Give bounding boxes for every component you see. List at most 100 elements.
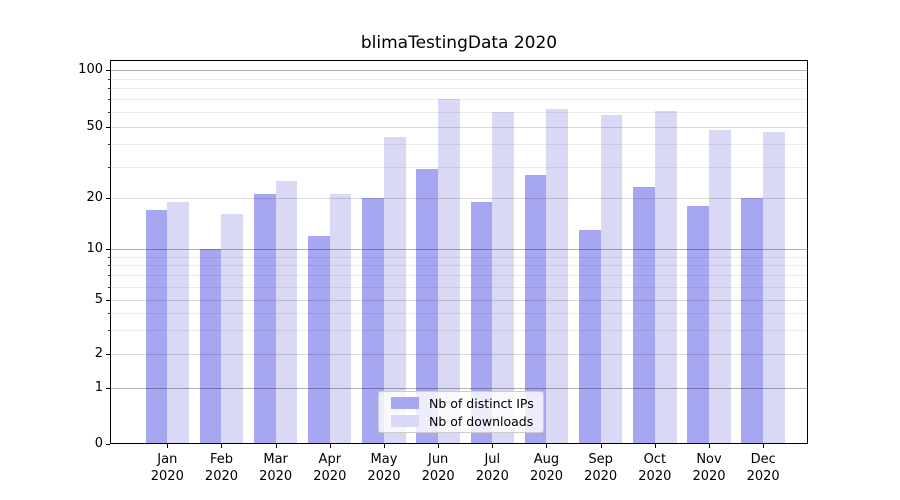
y-minor-tick-mark: [108, 313, 110, 314]
bar-downloads-mar: [275, 180, 298, 443]
x-tick-label: Oct 2020: [638, 452, 672, 484]
x-tick-label: Dec 2020: [746, 452, 780, 484]
legend-entry-downloads: Nb of downloads: [385, 414, 537, 429]
x-tick-mark: [221, 444, 223, 448]
grid-line: [111, 249, 807, 250]
bar-downloads-jan: [167, 201, 189, 443]
grid-line: [111, 286, 807, 288]
plot-area: Nb of distinct IPs Nb of downloads: [110, 60, 808, 444]
bar-distinct-ips-nov: [687, 205, 709, 443]
x-tick-label: Jan 2020: [150, 452, 184, 484]
bar-downloads-aug: [546, 109, 569, 443]
y-tick-mark: [106, 198, 110, 199]
bars-layer: [111, 61, 807, 443]
y-minor-tick-mark: [108, 257, 110, 258]
bar-distinct-ips-oct: [633, 187, 655, 443]
y-tick-label: 20: [86, 190, 103, 205]
x-tick-mark: [600, 444, 602, 448]
x-tick-mark: [492, 444, 494, 448]
grid-line: [111, 127, 807, 128]
x-tick-mark: [275, 444, 277, 448]
bar-distinct-ips-sep: [578, 229, 601, 443]
gridlines-layer: [111, 61, 807, 443]
x-tick-label: Jun 2020: [421, 452, 455, 484]
y-minor-tick-mark: [108, 79, 110, 80]
bar-distinct-ips-jun: [416, 169, 439, 443]
legend-swatch-distinct-ips: [391, 397, 419, 409]
bar-downloads-dec: [763, 131, 785, 443]
bar-distinct-ips-jan: [145, 209, 168, 443]
bar-downloads-jul: [492, 112, 514, 443]
y-minor-tick-mark: [108, 144, 110, 145]
grid-line: [111, 330, 807, 332]
grid-line: [111, 99, 807, 101]
y-tick-mark: [106, 354, 110, 355]
legend-entry-distinct-ips: Nb of distinct IPs: [385, 396, 537, 411]
x-tick-mark: [383, 444, 385, 448]
bar-distinct-ips-dec: [741, 198, 764, 443]
x-tick-mark: [167, 444, 169, 448]
x-tick-label: Mar 2020: [259, 452, 293, 484]
grid-line: [111, 88, 807, 90]
y-minor-tick-mark: [108, 99, 110, 100]
chart-title: blimaTestingData 2020: [360, 33, 558, 53]
grid-line: [111, 198, 807, 199]
y-tick-label: 10: [86, 241, 103, 256]
bar-downloads-oct: [654, 110, 677, 443]
grid-line: [111, 166, 807, 168]
legend: Nb of distinct IPs Nb of downloads: [378, 391, 544, 433]
legend-swatch-downloads: [391, 415, 419, 427]
y-tick-mark: [106, 444, 110, 445]
y-tick-label: 2: [94, 346, 103, 361]
x-tick-label: Jul 2020: [475, 452, 509, 484]
legend-label-distinct-ips: Nb of distinct IPs: [429, 395, 534, 411]
y-minor-tick-mark: [108, 167, 110, 168]
y-minor-tick-mark: [108, 287, 110, 288]
bar-downloads-feb: [221, 214, 244, 443]
x-tick-label: Aug 2020: [529, 452, 564, 484]
y-tick-label: 5: [94, 292, 103, 307]
grid-line: [111, 354, 807, 355]
x-tick-label: Apr 2020: [313, 452, 347, 484]
x-tick-mark: [546, 444, 548, 448]
bar-distinct-ips-may: [362, 198, 384, 443]
y-tick-mark: [106, 127, 110, 128]
grid-line: [111, 388, 807, 389]
x-tick-mark: [329, 444, 331, 448]
bar-downloads-nov: [709, 130, 731, 443]
grid-line: [111, 300, 807, 301]
x-tick-label: May 2020: [367, 452, 401, 484]
bar-distinct-ips-aug: [524, 174, 547, 443]
legend-label-downloads: Nb of downloads: [429, 413, 534, 429]
bar-downloads-jun: [438, 99, 460, 443]
y-tick-label: 50: [86, 119, 103, 134]
bar-distinct-ips-feb: [199, 249, 222, 443]
x-tick-mark: [654, 444, 656, 448]
grid-line: [111, 265, 807, 267]
x-tick-mark: [438, 444, 440, 448]
y-minor-tick-mark: [108, 330, 110, 331]
grid-line: [111, 112, 807, 113]
grid-line: [111, 313, 807, 315]
y-tick-mark: [106, 70, 110, 71]
y-tick-label: 100: [78, 62, 103, 77]
bar-downloads-sep: [600, 114, 623, 443]
x-tick-label: Sep 2020: [584, 452, 618, 484]
y-tick-mark: [106, 300, 110, 301]
y-tick-mark: [106, 388, 110, 389]
bar-downloads-may: [383, 136, 406, 443]
y-tick-label: 1: [94, 380, 103, 395]
x-tick-mark: [763, 444, 765, 448]
y-minor-tick-mark: [108, 265, 110, 266]
x-tick-label: Nov 2020: [692, 452, 726, 484]
grid-line: [111, 70, 807, 71]
bar-distinct-ips-jul: [470, 201, 493, 443]
x-tick-mark: [709, 444, 710, 448]
y-minor-tick-mark: [108, 275, 110, 276]
bar-downloads-apr: [329, 194, 352, 443]
grid-line: [111, 256, 807, 258]
grid-line: [111, 275, 807, 277]
grid-line: [111, 144, 807, 146]
y-tick-label: 0: [94, 436, 103, 451]
